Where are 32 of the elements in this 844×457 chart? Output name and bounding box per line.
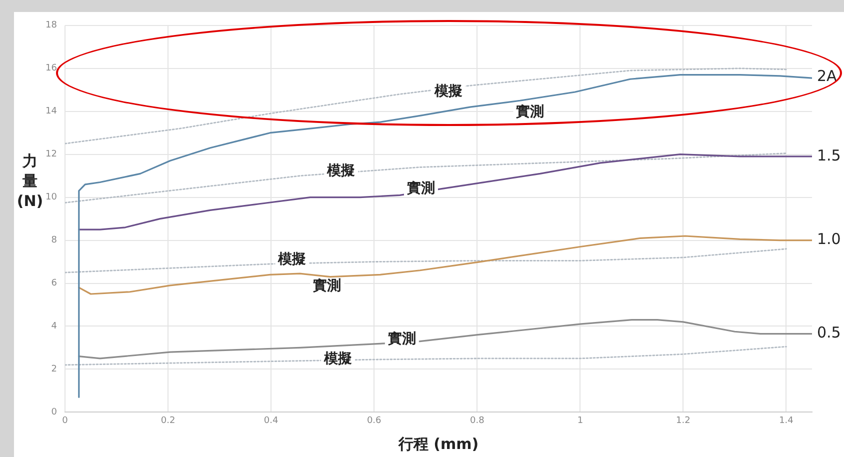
y-tick-label: 10 [46,192,58,203]
y-tick-label: 2 [51,364,57,375]
annotation: 0.5 [817,324,841,342]
x-tick-label: 0 [62,416,68,426]
y-tick-label: 16 [46,64,58,74]
annotation: 模擬 [277,251,306,268]
annotation: 1.5 [817,146,841,164]
y-tick-label: 8 [51,236,58,246]
x-axis-title: 行程 (mm) [397,434,479,453]
y-tick-label: 6 [51,278,58,289]
annotation: 1.0 [817,230,841,248]
annotation: 實測 [313,278,342,294]
x-tick-label: 0.2 [160,416,176,426]
y-tick-label: 12 [46,150,57,160]
y-tick-label: 14 [46,106,58,117]
y-axis-title: 力量 (N) [16,152,44,210]
annotation: 模擬 [326,163,356,180]
x-tick-label: 0.8 [470,416,485,426]
y-tick-label: 4 [51,322,58,332]
annotation: 模擬 [323,351,352,368]
x-tick-label: 0.4 [264,416,278,426]
x-tick-label: 0.6 [366,416,382,426]
annotation: 實測 [516,104,544,120]
annotation: 實測 [406,180,435,196]
x-tick-label: 1 [577,416,584,426]
annotation: 實測 [388,330,416,347]
x-tick-label: 1.4 [779,416,794,426]
x-tick-label: 1.2 [676,416,690,426]
annotation: 模擬 [433,84,462,100]
y-tick-label: 18 [46,20,58,31]
y-tick-label: 0 [51,408,58,418]
annotation: 2A [817,66,838,85]
